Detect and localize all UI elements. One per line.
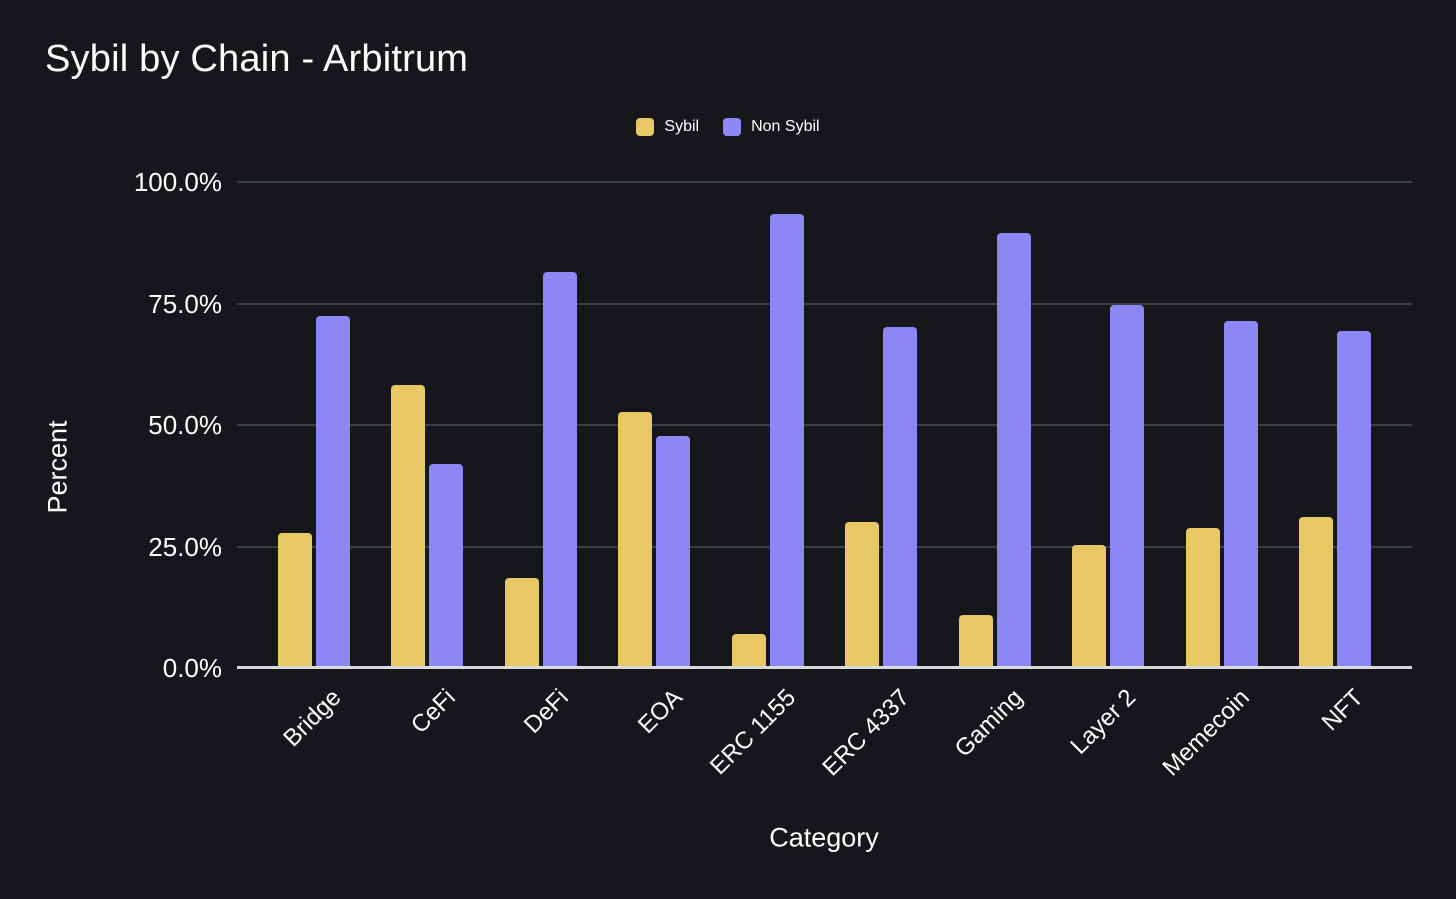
bar-group-memecoin: Memecoin — [1157, 182, 1279, 781]
bar-non-sybil-memecoin[interactable] — [1223, 321, 1258, 666]
x-tick-label-gaming: Gaming — [949, 684, 1028, 763]
legend-label: Non Sybil — [751, 118, 820, 135]
bar-non-sybil-eoa[interactable] — [656, 436, 691, 666]
legend-swatch-non-sybil — [723, 118, 742, 136]
x-tick-label-eoa: EOA — [632, 684, 688, 739]
y-tick-label-75: 75.0% — [148, 288, 222, 319]
bar-non-sybil-erc-1155[interactable] — [769, 213, 804, 666]
bar-group-layer-2: Layer 2 — [1052, 182, 1166, 760]
bar-group-nft: NFT — [1279, 182, 1393, 736]
legend-item-sybil: Sybil — [636, 118, 699, 136]
bar-group-cefi: CeFi — [371, 182, 485, 739]
bar-group-defi: DeFi — [484, 182, 598, 739]
bar-sybil-erc-4337[interactable] — [845, 522, 880, 666]
x-tick-label-erc-4337: ERC 4337 — [816, 684, 915, 782]
gridline-75 — [237, 302, 1412, 305]
bar-sybil-erc-1155[interactable] — [731, 634, 766, 666]
bar-sybil-nft[interactable] — [1299, 517, 1334, 666]
x-tick-label-erc-1155: ERC 1155 — [704, 684, 801, 781]
y-tick-label-100: 100.0% — [133, 167, 222, 197]
bar-sybil-memecoin[interactable] — [1185, 527, 1220, 666]
legend-label: Sybil — [664, 118, 700, 135]
bar-non-sybil-layer-2[interactable] — [1110, 304, 1145, 666]
legend-swatch-sybil — [636, 118, 655, 136]
plot-area: Bridge CeFi DeFi EOA ERC 1155 ERC 4337 Gaming L… — [237, 181, 1412, 781]
bar-non-sybil-bridge[interactable] — [315, 315, 350, 666]
bar-group-erc-1155: ERC 1155 — [705, 182, 825, 780]
y-tick-label-25: 25.0% — [148, 531, 222, 562]
bar-sybil-eoa[interactable] — [618, 411, 653, 666]
legend: Sybil Non Sybil — [0, 118, 1456, 136]
x-tick-label-bridge: Bridge — [278, 684, 347, 753]
bar-non-sybil-nft[interactable] — [1337, 330, 1372, 666]
bar-group-erc-4337: ERC 4337 — [817, 182, 939, 781]
bar-non-sybil-cefi[interactable] — [429, 463, 464, 666]
x-tick-label-nft: NFT — [1316, 684, 1369, 737]
x-tick-label-memecoin: Memecoin — [1157, 684, 1255, 782]
bar-group-gaming: Gaming — [938, 182, 1052, 763]
bar-sybil-bridge[interactable] — [277, 532, 312, 666]
gridline-25 — [237, 545, 1412, 548]
bar-non-sybil-gaming[interactable] — [996, 233, 1031, 666]
bar-groups: Bridge CeFi DeFi EOA ERC 1155 ERC 4337 Gaming L… — [257, 182, 1393, 781]
bar-sybil-gaming[interactable] — [958, 614, 993, 666]
bar-sybil-cefi[interactable] — [391, 385, 426, 666]
bar-sybil-defi[interactable] — [504, 577, 539, 666]
y-tick-label-50: 50.0% — [148, 410, 222, 440]
x-axis-title: Category — [769, 822, 879, 853]
y-tick-label-0: 0.0% — [162, 653, 222, 683]
bar-non-sybil-defi[interactable] — [542, 271, 577, 666]
gridline-100 — [237, 181, 1412, 183]
x-tick-label-defi: DeFi — [518, 684, 574, 739]
legend-item-non-sybil: Non Sybil — [723, 118, 820, 136]
bar-group-eoa: EOA — [598, 182, 712, 739]
bar-sybil-layer-2[interactable] — [1072, 544, 1107, 666]
bar-non-sybil-erc-4337[interactable] — [883, 327, 918, 666]
bar-group-bridge: Bridge — [257, 182, 371, 752]
x-tick-label-cefi: CeFi — [405, 684, 461, 739]
x-tick-label-layer-2: Layer 2 — [1065, 684, 1142, 760]
gridline-50 — [237, 424, 1412, 426]
chart-title: Sybil by Chain - Arbitrum — [45, 38, 469, 80]
x-axis-line — [237, 666, 1412, 669]
